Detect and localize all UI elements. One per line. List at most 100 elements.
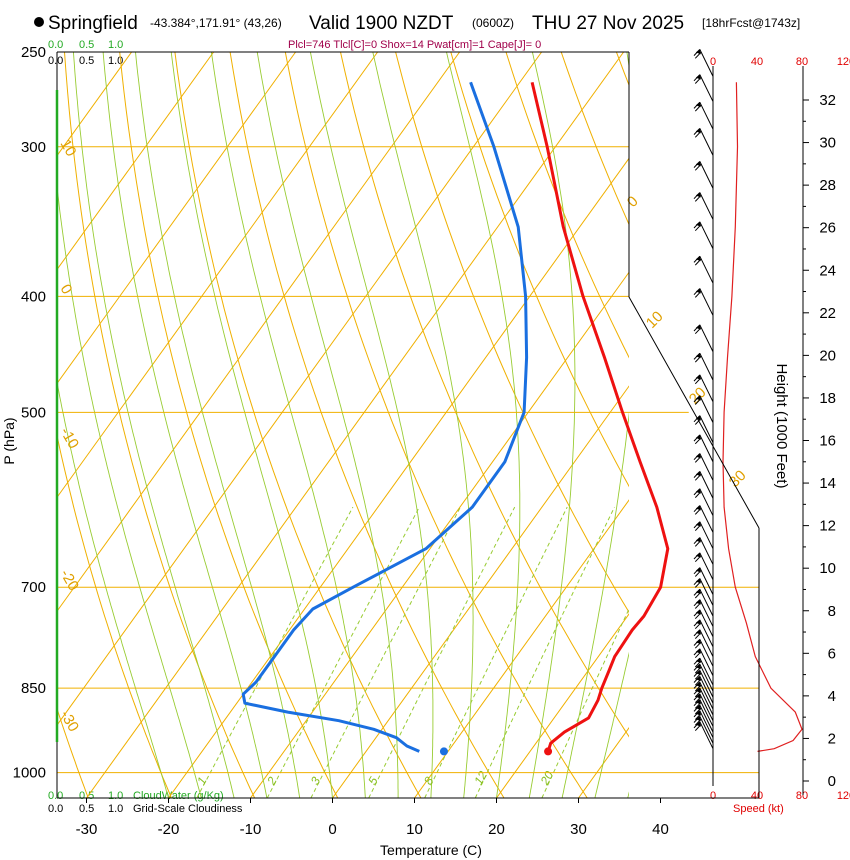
wind-barb-staff — [699, 619, 714, 648]
wind-barb-staff — [699, 374, 714, 403]
wind-barb-staff — [699, 704, 714, 733]
forecast-info: [18hrFcst@1743z] — [702, 16, 800, 30]
pressure-tick-label: 300 — [21, 139, 46, 156]
temperature-profile-line — [530, 81, 670, 752]
wind-barb — [693, 161, 714, 189]
wind-barb — [693, 537, 714, 565]
wind-barb — [693, 638, 714, 667]
mixing-ratio-line — [196, 506, 354, 798]
wind-barb — [693, 74, 714, 102]
isotherm-label: 10 — [57, 137, 80, 160]
dry-adiabat-line — [0, 31, 7, 803]
moist-adiabat-line — [446, 52, 521, 798]
station-coords: -43.384°,171.91° (43,26) — [150, 16, 282, 30]
wind-barb-flag — [695, 324, 701, 330]
height-tick-label: 18 — [819, 390, 836, 407]
wind-barb-staff — [699, 578, 714, 606]
dry-adiabat-line — [57, 433, 172, 798]
wind-barb-flag — [695, 658, 701, 664]
speed-profile — [722, 82, 803, 752]
wind-barb-staff — [699, 599, 714, 627]
wind-barb-staff — [699, 192, 714, 220]
station-marker-icon — [34, 17, 44, 27]
wind-barb-flag — [695, 705, 701, 711]
moist-adiabat-line — [72, 52, 235, 798]
temperature-tick-label: 0 — [328, 821, 336, 838]
wind-barb — [693, 128, 714, 156]
wind-barb — [693, 681, 714, 710]
wind-barb — [693, 221, 714, 249]
wind-barb — [693, 324, 714, 352]
wind-barb-flag — [695, 578, 701, 584]
mixing-ratio-line — [310, 506, 461, 798]
pressure-tick-label: 250 — [21, 44, 46, 61]
wind-barb — [693, 599, 714, 627]
wind-barb-flag — [695, 128, 701, 134]
wind-barb — [693, 619, 714, 648]
wind-barb-staff — [699, 629, 714, 657]
wind-barb-flag — [695, 589, 701, 595]
moist-adiabat-line — [256, 52, 399, 798]
mixing-ratio-label: 5 — [365, 774, 381, 787]
mixing-ratio-label: 2 — [264, 774, 280, 788]
wind-barb-staff — [699, 128, 714, 156]
wind-barb — [693, 588, 714, 617]
wind-barb — [693, 710, 714, 738]
wind-barb-staff — [699, 352, 714, 381]
cloudwater-tick-top: 0.5 — [79, 39, 94, 51]
isotherm-line — [57, 52, 215, 271]
mixing-ratio-label: 12 — [471, 768, 490, 787]
isotherm-line — [414, 499, 629, 798]
wind-barb-staff — [699, 471, 714, 499]
x-axis-title: Temperature (C) — [380, 842, 482, 858]
wind-barb — [693, 192, 714, 220]
speed-tick-bottom: 80 — [796, 790, 808, 802]
isotherm-line — [168, 157, 629, 798]
cloudiness-tick-top: 0.5 — [79, 55, 94, 67]
temperature-labels: -30 -20 -10 0 10 20 30 40 — [76, 798, 669, 838]
moist-adiabat-line — [210, 52, 366, 798]
wind-barb-flag — [695, 353, 701, 359]
wind-barb-staff — [699, 699, 714, 727]
wind-barb-flag — [695, 716, 701, 722]
pressure-tick-label: 400 — [21, 288, 46, 305]
cloudiness-tick-bottom: 0.5 — [79, 803, 94, 815]
height-tick-label: 4 — [828, 688, 836, 705]
wind-barb-flag — [695, 682, 701, 688]
wind-barb-staff — [699, 161, 714, 189]
pressure-tick-label: 700 — [21, 579, 46, 596]
wind-barb — [693, 255, 714, 284]
wind-barb-staff — [699, 415, 714, 443]
wind-barb-flag — [695, 599, 701, 605]
sounding-parameters: Plcl=746 Tlcl[C]=0 Shox=14 Pwat[cm]=1 Ca… — [288, 39, 541, 51]
surface-temperature-point — [544, 747, 553, 756]
height-tick-label: 22 — [819, 305, 836, 322]
wind-barb-flag — [695, 567, 701, 573]
wind-barb — [693, 415, 714, 443]
isotherm-line — [57, 52, 297, 385]
wind-barb-flag — [695, 710, 701, 716]
wind-barb — [693, 663, 714, 692]
wind-barb — [693, 434, 714, 463]
cloudiness-tick-top: 1.0 — [108, 55, 123, 67]
valid-date: THU 27 Nov 2025 — [532, 13, 684, 34]
sounding-profiles — [241, 81, 803, 756]
wind-barb-flag — [695, 453, 701, 459]
wind-barb-staff — [699, 505, 714, 533]
pressure-labels: 250 300 400 500 700 850 1000 — [13, 44, 46, 782]
mixing-ratio-label: 3 — [308, 774, 324, 787]
wind-barb-flag — [695, 395, 701, 401]
wind-barb-flag — [695, 609, 701, 615]
height-tick-label: 30 — [819, 135, 836, 152]
wind-barb — [693, 471, 714, 499]
wind-barb-flag — [695, 688, 701, 693]
height-tick-label: 24 — [819, 262, 836, 279]
wind-barb-staff — [699, 395, 714, 423]
height-axis-title: Height (1000 Feet) — [773, 363, 790, 488]
height-tick-label: 32 — [819, 92, 836, 109]
height-tick-label: 2 — [828, 730, 836, 747]
pressure-tick-label: 1000 — [13, 765, 46, 782]
moist-adiabat-line — [594, 651, 629, 798]
wind-barb — [693, 395, 714, 423]
dry-adiabat-line — [505, 52, 629, 359]
